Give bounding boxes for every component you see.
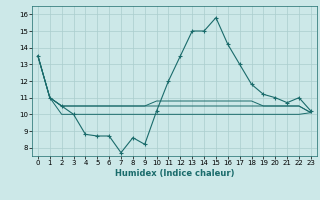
X-axis label: Humidex (Indice chaleur): Humidex (Indice chaleur) xyxy=(115,169,234,178)
